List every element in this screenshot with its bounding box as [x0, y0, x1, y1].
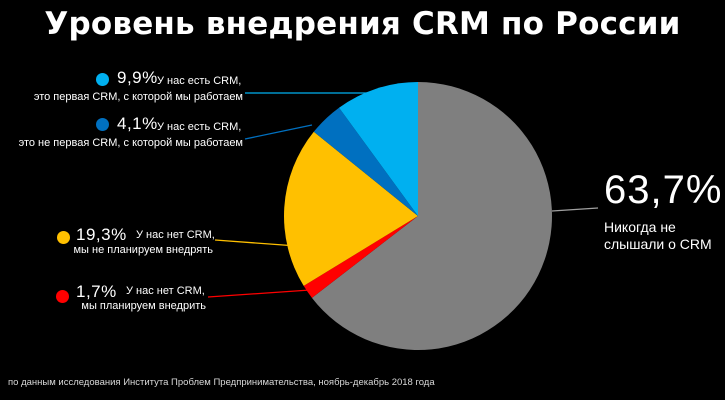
slice-value-never: 63,7% [604, 168, 723, 212]
leader-line-never [551, 207, 599, 212]
slice-label-never: Никогда не слышали о CRM [604, 219, 714, 253]
slice-label-planning-line1: У нас нет CRM, [126, 285, 205, 297]
leader-line-planning [207, 289, 311, 298]
legend-dot-first [96, 73, 109, 86]
pie-slice-not-planning [284, 131, 418, 286]
pie-slice-planning [303, 216, 418, 298]
slice-label-first-line2: это первая CRM, с которой мы работаем [33, 91, 243, 103]
chart-title: Уровень внедрения CRM по России [44, 6, 681, 42]
pie-slice-not-first [313, 107, 418, 216]
pie-slice-first [339, 82, 418, 216]
slice-label-never-line2: слышали о CRM [604, 236, 712, 252]
leader-line-not-first [244, 124, 313, 140]
legend-dot-planning [56, 290, 69, 303]
slice-value-not-planning: 19,3% [76, 225, 127, 244]
slice-label-planning-line2: мы планируем внедрить [81, 300, 206, 312]
source-note: по данным исследования Института Проблем… [8, 377, 435, 388]
leader-line-not-planning [214, 239, 298, 247]
slice-label-not-planning-line1: У нас нет CRM, [136, 229, 215, 241]
slice-value-not-first: 4,1% [117, 114, 158, 133]
slice-label-never-line1: Никогда не [604, 219, 676, 235]
pie-slice-never [311, 82, 553, 350]
legend-dot-not-first [96, 118, 109, 131]
slice-label-first-line1: У нас есть CRM, [157, 75, 242, 87]
slice-label-not-planning-line2: мы не планируем внедрять [73, 244, 213, 256]
legend-dot-not-planning [57, 231, 70, 244]
slice-value-first: 9,9% [117, 68, 158, 87]
slice-label-not-first-line2: это не первая CRM, с которой мы работаем [18, 137, 243, 149]
slice-value-planning: 1,7% [76, 282, 117, 301]
slice-label-not-first-line1: У нас есть CRM, [157, 121, 242, 133]
